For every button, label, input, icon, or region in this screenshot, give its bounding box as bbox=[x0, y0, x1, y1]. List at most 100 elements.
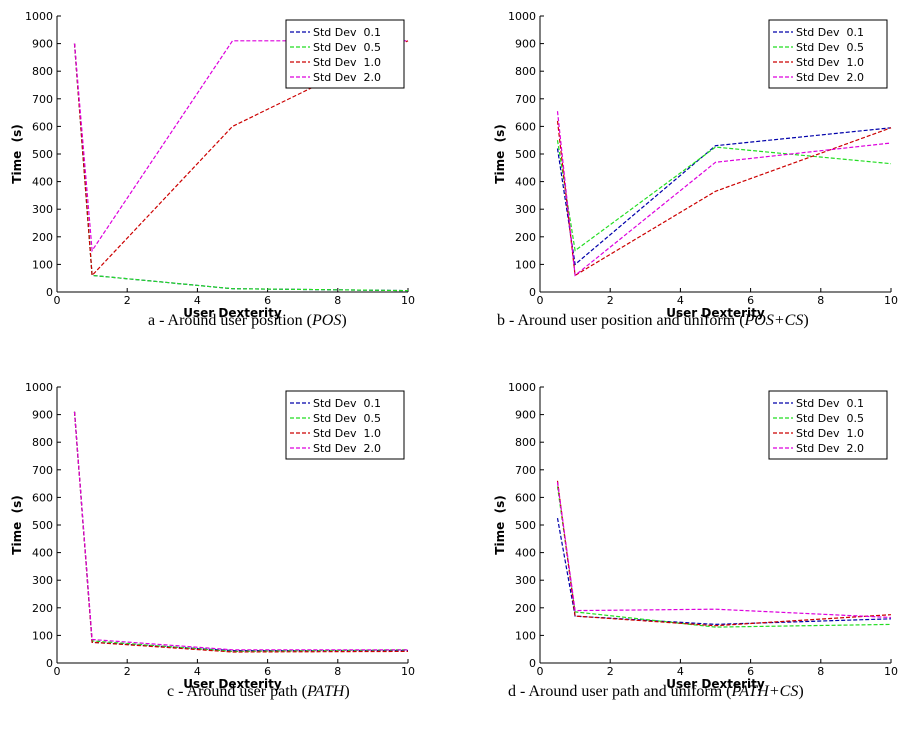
chart-1-y-tick-label: 700 bbox=[32, 93, 53, 106]
chart-4-y-tick-label: 900 bbox=[515, 409, 536, 422]
chart-1-y-tick-label: 600 bbox=[32, 120, 53, 133]
chart-4-y-tick-label: 1000 bbox=[508, 381, 536, 394]
chart-3-legend-label-2: Std Dev 0.5 bbox=[313, 412, 381, 425]
chart-3-y-tick-label: 0 bbox=[46, 657, 53, 670]
chart-4-y-tick-label: 200 bbox=[515, 602, 536, 615]
caption-a: a - Around user position (POS) bbox=[148, 312, 347, 329]
chart-1-x-tick-label: 8 bbox=[334, 294, 341, 307]
chart-2-y-axis-title: Time (s) bbox=[493, 124, 507, 183]
chart-2-y-tick-label: 800 bbox=[515, 65, 536, 78]
chart-3-y-axis-title: Time (s) bbox=[10, 495, 24, 554]
chart-1-x-tick-label: 0 bbox=[54, 294, 61, 307]
chart-1-x-tick-label: 6 bbox=[264, 294, 271, 307]
chart-4-y-tick-label: 500 bbox=[515, 519, 536, 532]
chart-2-legend-label-4: Std Dev 2.0 bbox=[796, 71, 864, 84]
chart-2-x-tick-label: 8 bbox=[817, 294, 824, 307]
chart-3-x-tick-label: 6 bbox=[264, 665, 271, 678]
chart-1-legend-label-3: Std Dev 1.0 bbox=[313, 56, 381, 69]
chart-2-series-3-line bbox=[556, 120, 892, 277]
chart-2-y-tick-label: 300 bbox=[515, 203, 536, 216]
chart-2-x-tick-label: 4 bbox=[677, 294, 684, 307]
chart-4-x-tick-label: 4 bbox=[677, 665, 684, 678]
chart-3-y-tick-label: 200 bbox=[32, 602, 53, 615]
chart-3-y-tick-label: 400 bbox=[32, 547, 53, 560]
chart-1-y-tick-label: 300 bbox=[32, 203, 53, 216]
chart-4-y-axis-title: Time (s) bbox=[493, 495, 507, 554]
chart-4-x-tick-label: 2 bbox=[607, 665, 614, 678]
chart-4-x-tick-label: 0 bbox=[537, 665, 544, 678]
chart-3-legend-label-1: Std Dev 0.1 bbox=[313, 397, 381, 410]
chart-1-y-tick-label: 900 bbox=[32, 38, 53, 51]
chart-3-x-axis-title: User Dexterity bbox=[183, 677, 282, 691]
chart-3-y-tick-label: 300 bbox=[32, 574, 53, 587]
chart-2-y-tick-label: 500 bbox=[515, 148, 536, 161]
chart-3-series-4-line bbox=[73, 411, 408, 651]
chart-3-y-tick-label: 600 bbox=[32, 491, 53, 504]
chart-4-legend-label-2: Std Dev 0.5 bbox=[796, 412, 864, 425]
chart-2-x-tick-label: 6 bbox=[747, 294, 754, 307]
chart-1-legend-label-1: Std Dev 0.1 bbox=[313, 26, 381, 39]
chart-2-legend-label-3: Std Dev 1.0 bbox=[796, 56, 864, 69]
chart-2-y-tick-label: 400 bbox=[515, 176, 536, 189]
chart-1-x-tick-label: 10 bbox=[401, 294, 415, 307]
caption-b: b - Around user position and uniform (PO… bbox=[497, 312, 809, 329]
chart-3-y-tick-label: 800 bbox=[32, 436, 53, 449]
chart-2-x-tick-label: 0 bbox=[537, 294, 544, 307]
chart-3-y-tick-label: 700 bbox=[32, 464, 53, 477]
chart-3-y-tick-label: 100 bbox=[32, 629, 53, 642]
chart-4-legend-label-4: Std Dev 2.0 bbox=[796, 442, 864, 455]
chart-3-x-tick-label: 8 bbox=[334, 665, 341, 678]
chart-2-series-4-line bbox=[556, 111, 892, 277]
chart-2-y-tick-label: 0 bbox=[529, 286, 536, 299]
chart-2-x-axis-title: User Dexterity bbox=[666, 306, 765, 320]
chart-2-y-tick-label: 200 bbox=[515, 231, 536, 244]
chart-1-x-axis-title: User Dexterity bbox=[183, 306, 282, 320]
chart-3-y-tick-label: 500 bbox=[32, 519, 53, 532]
chart-4-y-tick-label: 400 bbox=[515, 547, 536, 560]
chart-2-legend-label-2: Std Dev 0.5 bbox=[796, 41, 864, 54]
chart-4-x-tick-label: 6 bbox=[747, 665, 754, 678]
chart-1-x-tick-label: 4 bbox=[194, 294, 201, 307]
chart-4-series-2-line bbox=[556, 486, 892, 628]
chart-3-x-tick-label: 4 bbox=[194, 665, 201, 678]
chart-4-y-tick-label: 800 bbox=[515, 436, 536, 449]
chart-1-x-tick-label: 2 bbox=[124, 294, 131, 307]
chart-1-y-axis-title: Time (s) bbox=[10, 124, 24, 183]
chart-2-y-tick-label: 700 bbox=[515, 93, 536, 106]
chart-3-y-tick-label: 1000 bbox=[25, 381, 53, 394]
chart-2-y-tick-label: 100 bbox=[515, 258, 536, 271]
chart-2-legend-label-1: Std Dev 0.1 bbox=[796, 26, 864, 39]
chart-1-y-tick-label: 0 bbox=[46, 286, 53, 299]
chart-2-y-tick-label: 900 bbox=[515, 38, 536, 51]
chart-4-legend-label-1: Std Dev 0.1 bbox=[796, 397, 864, 410]
chart-4-y-tick-label: 0 bbox=[529, 657, 536, 670]
chart-1-y-tick-label: 800 bbox=[32, 65, 53, 78]
chart-4-legend-label-3: Std Dev 1.0 bbox=[796, 427, 864, 440]
chart-4-series-1-line bbox=[556, 517, 892, 626]
chart-4-x-tick-label: 8 bbox=[817, 665, 824, 678]
chart-3-x-tick-label: 2 bbox=[124, 665, 131, 678]
chart-3-y-tick-label: 900 bbox=[32, 409, 53, 422]
chart-1-y-tick-label: 500 bbox=[32, 148, 53, 161]
chart-2-x-tick-label: 10 bbox=[884, 294, 898, 307]
caption-c: c - Around user path (PATH) bbox=[167, 683, 350, 700]
chart-3-x-tick-label: 10 bbox=[401, 665, 415, 678]
chart-4-series-4-line bbox=[556, 482, 892, 619]
chart-3-legend-label-3: Std Dev 1.0 bbox=[313, 427, 381, 440]
chart-4-y-tick-label: 100 bbox=[515, 629, 536, 642]
chart-1-y-tick-label: 400 bbox=[32, 176, 53, 189]
chart-2-y-tick-label: 1000 bbox=[508, 10, 536, 23]
chart-4-x-axis-title: User Dexterity bbox=[666, 677, 765, 691]
chart-4-y-tick-label: 300 bbox=[515, 574, 536, 587]
chart-1-y-tick-label: 1000 bbox=[25, 10, 53, 23]
caption-d: d - Around user path and uniform (PATH+C… bbox=[508, 683, 804, 700]
chart-1-y-tick-label: 100 bbox=[32, 258, 53, 271]
chart-2-y-tick-label: 600 bbox=[515, 120, 536, 133]
chart-1-legend-label-2: Std Dev 0.5 bbox=[313, 41, 381, 54]
chart-4-y-tick-label: 600 bbox=[515, 491, 536, 504]
chart-4-series-3-line bbox=[556, 480, 892, 627]
chart-3-x-tick-label: 0 bbox=[54, 665, 61, 678]
chart-3-legend-label-4: Std Dev 2.0 bbox=[313, 442, 381, 455]
